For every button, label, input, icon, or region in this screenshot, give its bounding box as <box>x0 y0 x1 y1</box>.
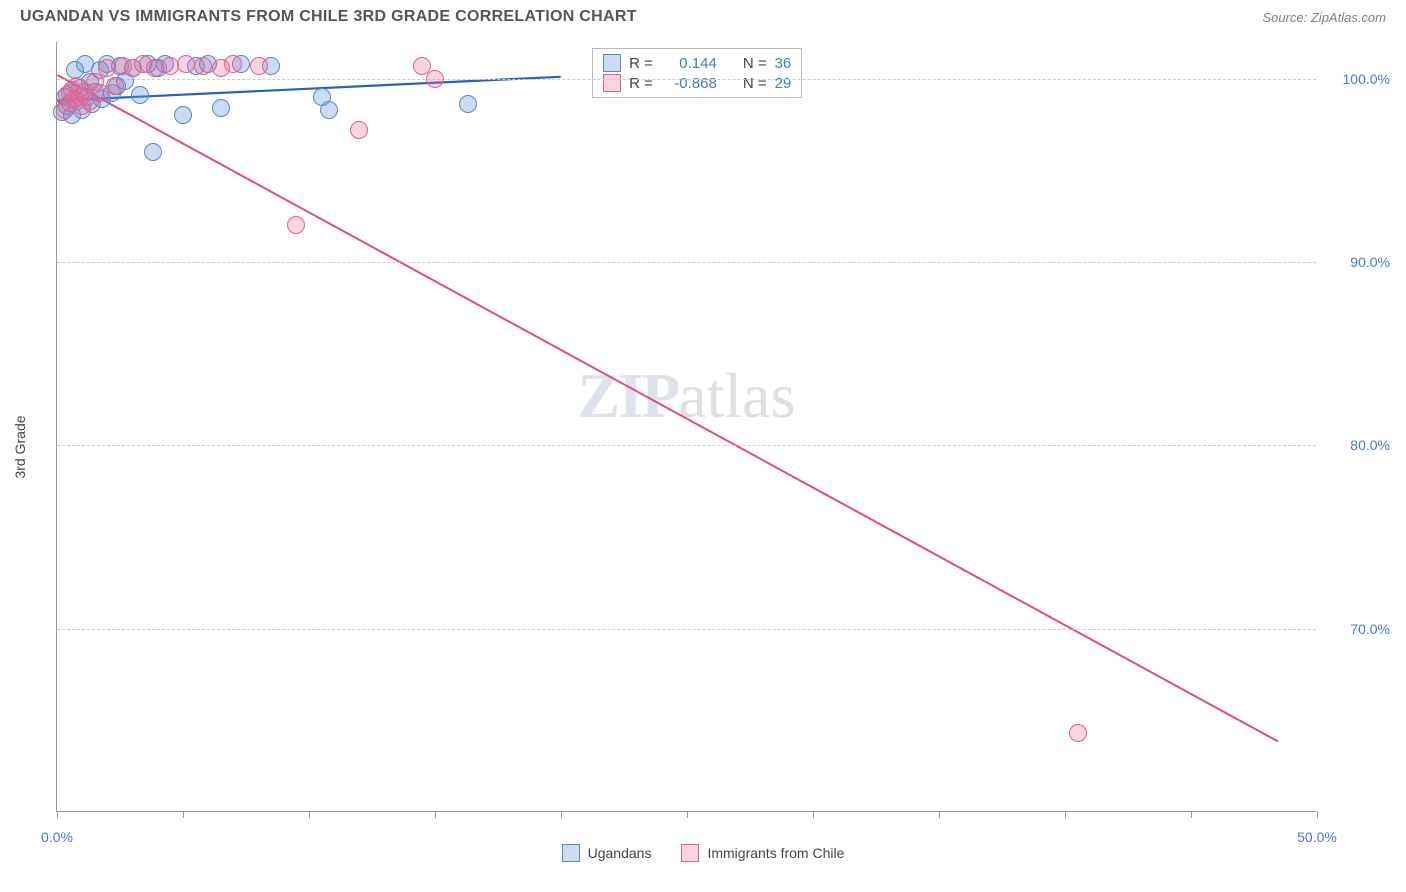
plot-area: ZIPatlas R =0.144N =36R =-0.868N =29 70.… <box>56 42 1316 812</box>
data-point <box>174 106 192 124</box>
r-value: -0.868 <box>661 75 717 92</box>
legend-swatch <box>603 54 621 72</box>
x-tick <box>1191 811 1192 818</box>
x-tick <box>561 811 562 818</box>
source-attribution: Source: ZipAtlas.com <box>1262 10 1386 25</box>
data-point <box>320 101 338 119</box>
r-value: 0.144 <box>661 55 717 72</box>
x-tick <box>183 811 184 818</box>
legend-label: Immigrants from Chile <box>707 845 844 861</box>
x-tick <box>309 811 310 818</box>
x-tick <box>435 811 436 818</box>
n-label: N = <box>743 75 767 92</box>
gridline-h <box>57 79 1316 80</box>
n-label: N = <box>743 55 767 72</box>
data-point <box>194 57 212 75</box>
x-tick <box>1065 811 1066 818</box>
legend-swatch <box>603 74 621 92</box>
n-value: 29 <box>775 75 792 92</box>
stats-row: R = 0.144 N = 36 <box>603 53 791 73</box>
legend-item: Ugandans <box>562 844 652 862</box>
data-point <box>144 143 162 161</box>
y-tick-label: 90.0% <box>1330 254 1390 270</box>
legend-swatch <box>681 844 699 862</box>
r-label: R = <box>629 75 653 92</box>
x-tick <box>939 811 940 818</box>
correlation-stats-box: R = 0.144 N = 36 R = -0.868 N = 29 <box>592 48 802 98</box>
x-tick <box>1317 811 1318 818</box>
x-tick <box>813 811 814 818</box>
y-tick-label: 80.0% <box>1330 437 1390 453</box>
y-axis-label: 3rd Grade <box>12 415 28 478</box>
x-tick-label: 50.0% <box>1297 829 1337 845</box>
data-point <box>459 95 477 113</box>
legend-swatch <box>562 844 580 862</box>
data-point <box>224 55 242 73</box>
y-tick-label: 70.0% <box>1330 621 1390 637</box>
x-tick <box>687 811 688 818</box>
data-point <box>1069 724 1087 742</box>
series-legend: Ugandans Immigrants from Chile <box>0 844 1406 862</box>
y-tick-label: 100.0% <box>1330 71 1390 87</box>
data-point <box>426 70 444 88</box>
gridline-h <box>57 262 1316 263</box>
gridline-h <box>57 629 1316 630</box>
data-point <box>250 57 268 75</box>
r-label: R = <box>629 55 653 72</box>
legend-label: Ugandans <box>588 845 652 861</box>
legend-item: Immigrants from Chile <box>681 844 844 862</box>
data-point <box>131 86 149 104</box>
data-point <box>106 77 124 95</box>
trend-line <box>57 75 1278 741</box>
data-point <box>177 55 195 73</box>
n-value: 36 <box>775 55 792 72</box>
data-point <box>287 216 305 234</box>
chart-title: UGANDAN VS IMMIGRANTS FROM CHILE 3RD GRA… <box>20 8 637 26</box>
data-point <box>350 121 368 139</box>
gridline-h <box>57 445 1316 446</box>
trend-lines <box>57 42 1316 811</box>
x-tick <box>57 811 58 818</box>
data-point <box>212 99 230 117</box>
x-tick-label: 0.0% <box>41 829 73 845</box>
stats-row: R = -0.868 N = 29 <box>603 73 791 93</box>
